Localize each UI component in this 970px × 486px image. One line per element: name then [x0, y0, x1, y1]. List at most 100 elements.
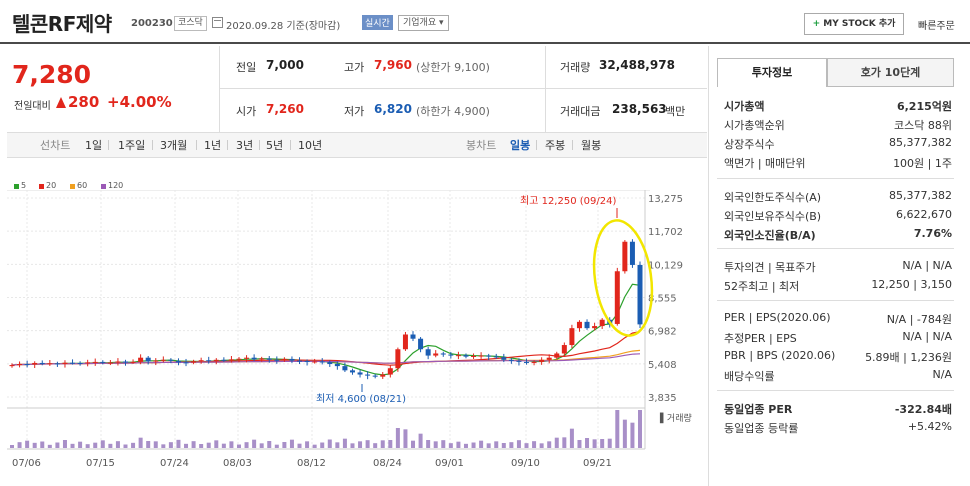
candle-daily[interactable]: 일봉 — [510, 139, 531, 152]
volume-bar — [267, 441, 272, 448]
candle-weekly[interactable]: 주봉 — [545, 139, 566, 152]
y-tick-label: 8,555 — [648, 294, 677, 305]
period-5y[interactable]: 5년 — [266, 139, 284, 152]
separator — [196, 140, 197, 150]
period-1y[interactable]: 1년 — [204, 139, 222, 152]
candle-body — [531, 361, 537, 363]
candle-body — [493, 356, 499, 358]
candle-body — [47, 363, 53, 365]
candle-body — [274, 359, 280, 361]
volume-bar — [569, 428, 574, 448]
candle-body — [183, 362, 189, 364]
info-label: 외국인보유주식수(B) — [724, 210, 822, 223]
candle-body — [365, 374, 371, 376]
volume-bar — [539, 443, 544, 448]
quick-order-link[interactable]: 빠른주문 — [918, 21, 955, 32]
info-value: 5.89배 | 1,236원 — [865, 351, 952, 364]
candle-body — [524, 361, 530, 363]
volume-bar — [32, 442, 37, 448]
open-value: 7,260 — [266, 102, 304, 116]
volume-bar — [62, 440, 67, 448]
candle-body — [228, 359, 234, 361]
candle-body — [259, 358, 265, 360]
volume-bar — [168, 442, 173, 448]
volume-bar — [479, 440, 484, 448]
volume-bar — [153, 441, 158, 448]
volume-bar — [146, 441, 151, 448]
candle-body — [455, 355, 461, 357]
candle-body — [130, 361, 136, 363]
high-label: 고가 — [344, 61, 365, 74]
candle-body — [440, 353, 446, 355]
line-chart-label: 선차트 — [40, 139, 71, 152]
candle-body — [418, 338, 424, 350]
candle-body — [410, 334, 416, 339]
my-stock-add-button[interactable]: + MY STOCK 추가 — [804, 13, 904, 35]
change-label: 전일대비 — [14, 101, 51, 112]
volume-value: 32,488,978 — [599, 58, 675, 72]
volume-bar — [463, 443, 468, 448]
candle-body — [198, 360, 204, 362]
candle-body — [244, 357, 250, 359]
price-chart[interactable]: 13,275 11,702 10,129 8,555 6,982 5,408 3,835 07… — [0, 190, 710, 486]
info-label: 외국인소진율(B/A) — [724, 229, 816, 242]
period-3m[interactable]: 3개월 — [160, 139, 188, 152]
market-badge: 코스닥 — [174, 16, 207, 31]
legend-120-swatch — [101, 184, 106, 189]
separator — [227, 140, 228, 150]
info-label: 추정PER | EPS — [724, 332, 797, 345]
candle-body — [380, 374, 386, 377]
volume-label: ▌거래량 — [659, 412, 692, 424]
volume-bar — [131, 442, 136, 448]
candle-monthly[interactable]: 월봉 — [581, 139, 602, 152]
period-3y[interactable]: 3년 — [236, 139, 254, 152]
realtime-button[interactable]: 실시간 — [362, 15, 393, 30]
candle-body — [32, 362, 38, 365]
candle-body — [486, 355, 492, 357]
volume-bar — [441, 440, 446, 448]
separator — [536, 140, 537, 150]
volume-bar — [25, 440, 30, 448]
volume-bar — [358, 441, 363, 448]
volume-bar — [638, 410, 642, 448]
y-tick-label: 6,982 — [648, 327, 677, 338]
stock-name: 텔콘RF제약 — [12, 12, 112, 36]
x-tick-label: 08/03 — [223, 458, 252, 469]
volume-bar — [214, 440, 219, 448]
volume-bar — [448, 443, 453, 448]
tab-invest-info[interactable]: 투자정보 — [717, 58, 827, 87]
period-1d[interactable]: 1일 — [85, 139, 103, 152]
volume-bar — [221, 443, 226, 448]
company-overview-button[interactable]: 기업개요 ▾ — [398, 15, 449, 31]
tab-order-book[interactable]: 호가 10단계 — [827, 58, 954, 87]
period-1w[interactable]: 1주일 — [118, 139, 146, 152]
candle-body — [168, 359, 174, 361]
volume-bar — [411, 440, 416, 448]
volume-bar — [600, 439, 605, 448]
candle-body — [62, 362, 68, 365]
volume-bar — [289, 439, 294, 448]
candle-body — [576, 321, 582, 329]
info-label: 상장주식수 — [724, 138, 775, 151]
separator — [108, 140, 109, 150]
candle-body — [546, 357, 552, 360]
candle-body — [138, 357, 144, 362]
info-label: 동일업종 PER — [724, 403, 793, 416]
info-value: 85,377,382 — [889, 189, 952, 202]
change-value: 280 — [68, 93, 100, 111]
candle-body — [312, 361, 318, 363]
candle-body — [349, 370, 355, 373]
candle-body — [175, 360, 181, 363]
volume-bar — [123, 444, 128, 448]
moving-average-line — [11, 353, 641, 366]
volume-bar — [17, 442, 22, 448]
volume-bar — [532, 441, 537, 448]
amount-label: 거래대금 — [560, 105, 601, 118]
info-value: N/A | N/A — [902, 259, 952, 272]
volume-bar — [395, 428, 400, 448]
period-10y[interactable]: 10년 — [298, 139, 323, 152]
volume-bar — [456, 441, 461, 448]
info-label: 액면가 | 매매단위 — [724, 157, 806, 170]
x-tick-label: 08/24 — [373, 458, 402, 469]
divider — [220, 88, 707, 89]
